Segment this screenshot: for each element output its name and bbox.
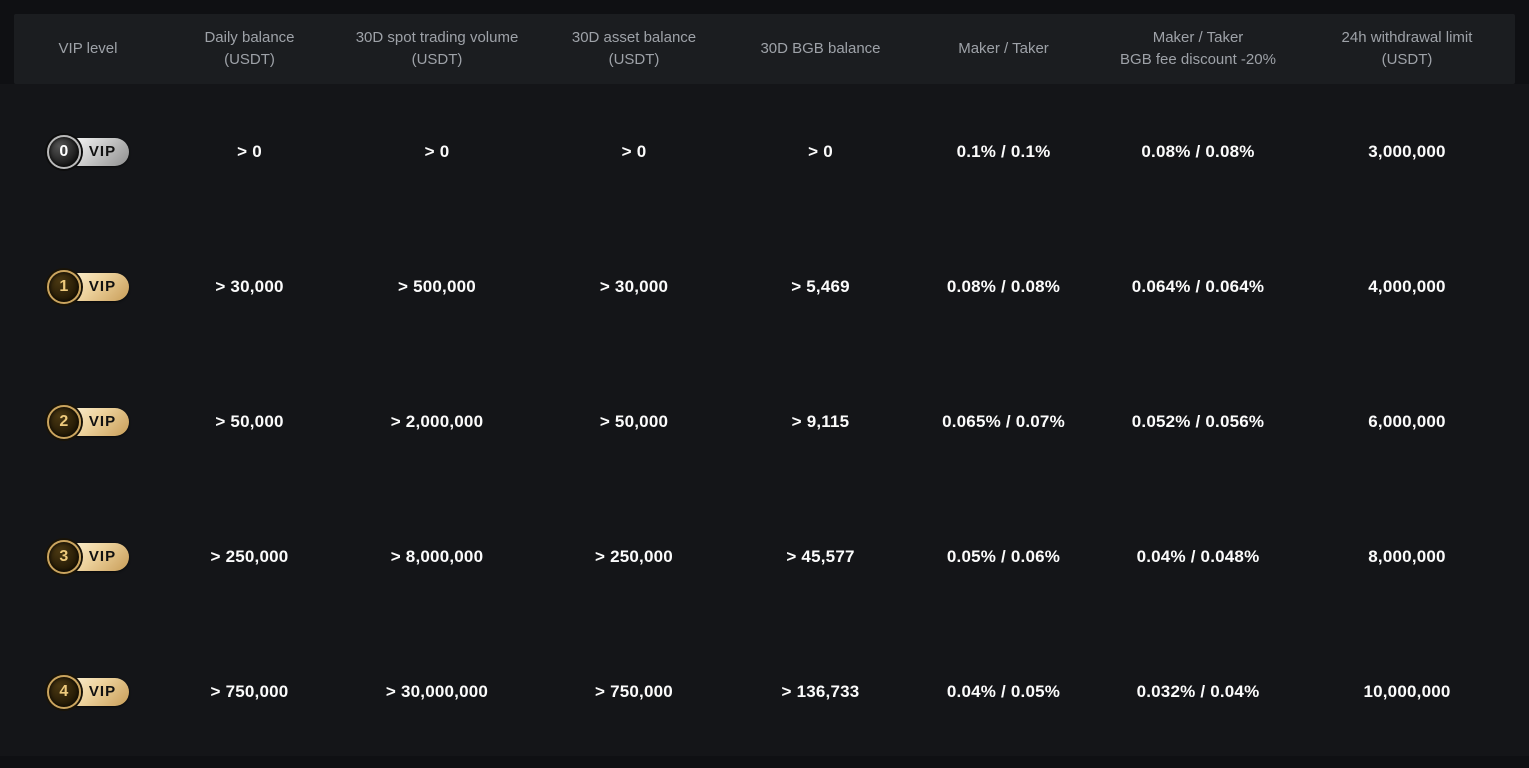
bgb-balance-value: > 5,469 [791,276,850,296]
vip-badge-label: VIP [88,143,117,160]
table-header-row: VIP level Daily balance (USDT) 30D spot … [14,14,1515,84]
column-header-24h-withdrawal-limit: 24h withdrawal limit (USDT) [1341,29,1473,68]
vip-badge-label: VIP [88,548,117,565]
withdrawal-limit-value: 6,000,000 [1368,411,1446,431]
withdrawal-limit-value: 4,000,000 [1368,276,1446,296]
vip1-badge: 1 VIP [46,269,130,305]
asset-balance-value: > 750,000 [595,681,673,701]
column-header-30d-asset-balance: 30D asset balance (USDT) [571,29,697,68]
maker-taker-value: 0.1% / 0.1% [956,141,1051,161]
daily-balance-value: > 50,000 [215,411,284,431]
vip-level-cell: 0 VIP [14,134,162,170]
maker-taker-value: 0.04% / 0.05% [946,681,1061,701]
spot-volume-value: > 2,000,000 [390,411,484,431]
bgb-balance-value: > 45,577 [786,546,855,566]
daily-balance-value: > 0 [237,141,262,161]
vip2-badge: 2 VIP [46,404,130,440]
column-header-maker-taker: Maker / Taker [958,40,1049,57]
bgb-balance-value: > 136,733 [781,681,860,701]
spot-volume-value: > 500,000 [398,276,476,296]
spot-volume-value: > 30,000,000 [385,681,489,701]
daily-balance-value: > 250,000 [210,546,289,566]
bgb-discount-fee-value: 0.04% / 0.048% [1136,546,1260,566]
table-row-vip3: 3 VIP > 250,000 > 8,000,000 > 250,000 > … [14,489,1515,624]
withdrawal-limit-value: 3,000,000 [1368,141,1446,161]
bgb-discount-fee-value: 0.052% / 0.056% [1131,411,1265,431]
column-header-30d-bgb-balance: 30D BGB balance [760,40,881,57]
maker-taker-value: 0.05% / 0.06% [946,546,1061,566]
vip-level-number: 4 [59,682,69,700]
daily-balance-value: > 750,000 [210,681,289,701]
vip-level-coin: 1 [46,269,81,304]
bgb-discount-fee-value: 0.08% / 0.08% [1141,141,1255,161]
vip-level-coin: 0 [46,134,81,169]
vip-level-cell: 4 VIP [14,674,162,710]
vip-badge-label: VIP [88,683,117,700]
column-header-vip-level: VIP level [58,40,118,57]
vip0-badge: 0 VIP [46,134,130,170]
column-header-30d-spot-volume: 30D spot trading volume (USDT) [355,29,519,68]
table-row-vip0: 0 VIP > 0 > 0 > 0 > 0 0.1% / 0.1% 0.08% … [14,84,1515,219]
vip-level-cell: 2 VIP [14,404,162,440]
vip-level-coin: 2 [46,404,81,439]
spot-volume-value: > 8,000,000 [390,546,484,566]
maker-taker-value: 0.065% / 0.07% [942,411,1065,431]
column-header-bgb-fee-discount: Maker / Taker BGB fee discount -20% [1120,29,1276,68]
vip-level-number: 0 [59,142,69,160]
asset-balance-value: > 0 [621,141,647,161]
asset-balance-value: > 50,000 [599,411,669,431]
table-row-vip1: 1 VIP > 30,000 > 500,000 > 30,000 > 5,46… [14,219,1515,354]
bgb-balance-value: > 0 [808,141,833,161]
table-body: 0 VIP > 0 > 0 > 0 > 0 0.1% / 0.1% 0.08% … [0,84,1529,756]
asset-balance-value: > 250,000 [595,546,673,566]
maker-taker-value: 0.08% / 0.08% [946,276,1061,296]
bgb-balance-value: > 9,115 [791,411,850,431]
bgb-discount-fee-value: 0.064% / 0.064% [1131,276,1265,296]
spot-volume-value: > 0 [424,141,450,161]
daily-balance-value: > 30,000 [215,276,284,296]
table-row-vip2: 2 VIP > 50,000 > 2,000,000 > 50,000 > 9,… [14,354,1515,489]
vip-level-coin: 4 [46,674,81,709]
vip4-badge: 4 VIP [46,674,130,710]
withdrawal-limit-value: 8,000,000 [1368,546,1446,566]
vip-level-cell: 3 VIP [14,539,162,575]
vip-level-number: 2 [59,412,69,430]
vip-badge-label: VIP [88,413,117,430]
vip-level-cell: 1 VIP [14,269,162,305]
withdrawal-limit-value: 10,000,000 [1363,681,1451,701]
asset-balance-value: > 30,000 [599,276,669,296]
column-header-daily-balance: Daily balance (USDT) [204,29,295,68]
vip-badge-label: VIP [88,278,117,295]
vip-level-coin: 3 [46,539,81,574]
table-row-vip4: 4 VIP > 750,000 > 30,000,000 > 750,000 >… [14,624,1515,759]
vip3-badge: 3 VIP [46,539,130,575]
vip-level-number: 3 [59,547,69,565]
bgb-discount-fee-value: 0.032% / 0.04% [1136,681,1260,701]
vip-level-number: 1 [59,277,69,295]
